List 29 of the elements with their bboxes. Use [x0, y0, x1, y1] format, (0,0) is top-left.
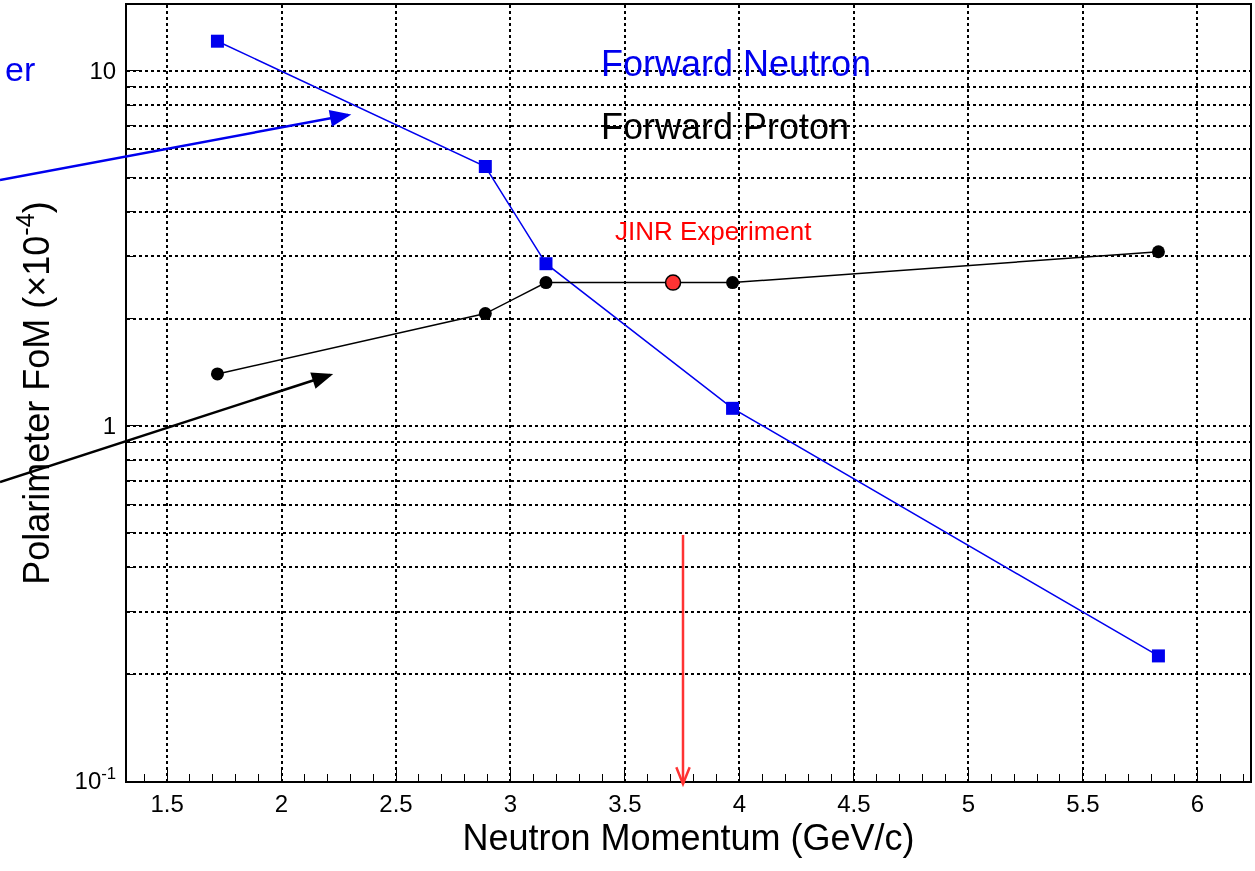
text: Forward Neutron: [601, 43, 872, 84]
text: Forward Proton: [601, 106, 850, 147]
point: [539, 257, 553, 271]
point: [210, 367, 224, 381]
point: [478, 160, 492, 174]
x-tick-label: 3: [503, 789, 518, 817]
point: [539, 276, 553, 290]
x-tick-label: 4: [732, 789, 747, 817]
x-tick-label: 6: [1190, 789, 1205, 817]
x-axis-title: Neutron Momentum (GeV/c): [462, 816, 915, 858]
y-tick-label: 10$^{-1}$: [74, 764, 117, 795]
x-tick-label: 5.5: [1066, 789, 1100, 817]
text: er: [5, 50, 36, 88]
point: [726, 401, 740, 415]
point: [210, 34, 224, 48]
y-tick-label: 1: [102, 412, 117, 440]
y-tick-label: 10: [89, 57, 117, 84]
x-tick-label: 2: [274, 789, 289, 817]
point: [1151, 245, 1165, 259]
x-tick-label: 2.5: [379, 789, 413, 817]
point: [1151, 649, 1165, 663]
point: [664, 274, 682, 291]
annotation: JINR Experiment: [615, 216, 813, 246]
x-tick-label: 1.5: [150, 789, 184, 817]
x-tick-label: 3.5: [608, 789, 642, 817]
point: [726, 276, 740, 290]
x-tick-label: 4.5: [837, 789, 871, 817]
x-tick-label: 5: [961, 789, 976, 817]
point: [478, 307, 492, 321]
